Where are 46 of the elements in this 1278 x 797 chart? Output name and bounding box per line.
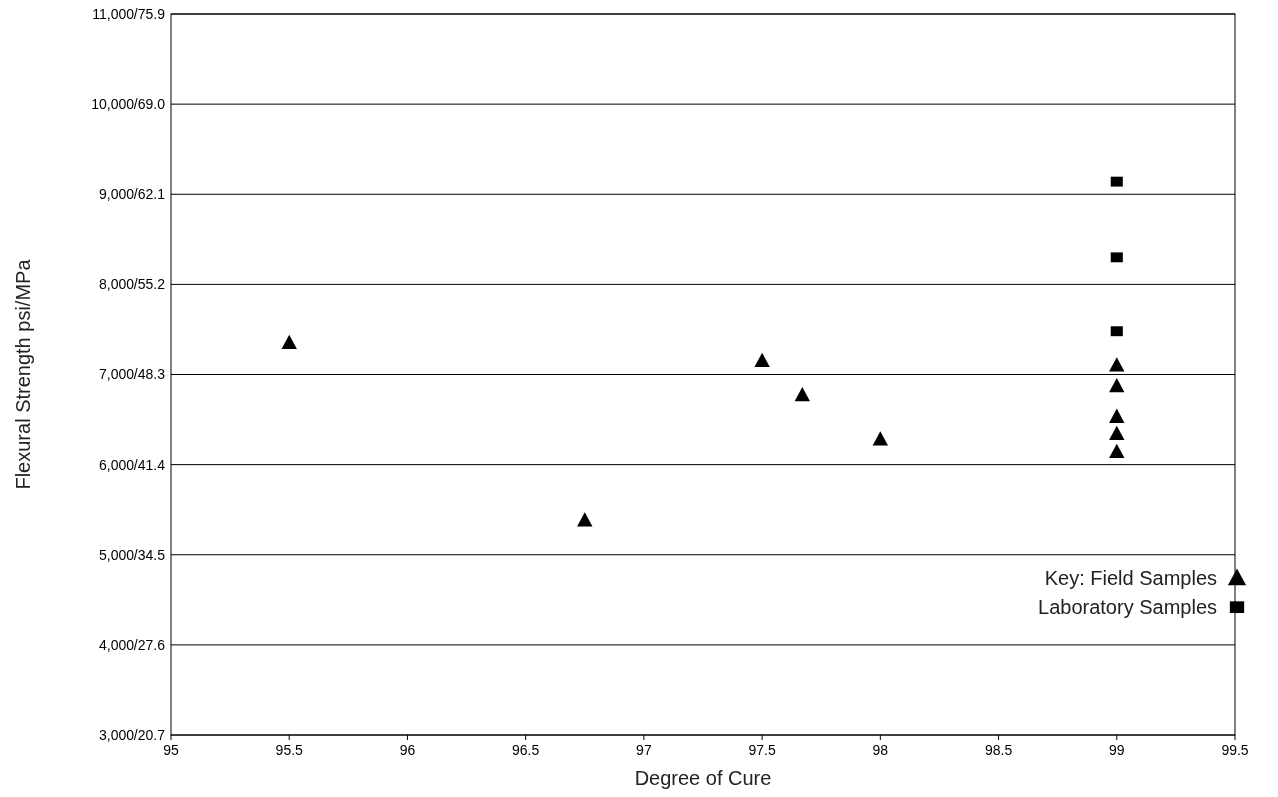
point: [1109, 357, 1125, 372]
x-tick-label: 96.5: [512, 742, 540, 758]
x-tick-label: 98.5: [984, 742, 1013, 758]
x-tick-label: 99.5: [1221, 742, 1249, 758]
y-tick-label: 9,000: [98, 186, 135, 203]
point: [1110, 176, 1123, 187]
x-tick-label: 95.5: [275, 742, 304, 758]
point: [281, 334, 297, 350]
y2-tick-label: /75.9: [133, 5, 166, 22]
point: [754, 352, 770, 368]
y-axis-title: Flexural Strength psi/MPa: [12, 258, 34, 490]
y-tick-label: 3,000: [98, 726, 135, 743]
y2-tick-label: /69.0: [133, 96, 166, 113]
point: [872, 431, 889, 446]
y2-tick-label: /34.5: [133, 546, 166, 563]
y-tick-label: 4,000: [98, 636, 135, 653]
y-tick-label: 5,000: [98, 546, 135, 563]
y-tick-label: 10,000: [91, 96, 135, 113]
legend-label: Field Samples: [1090, 567, 1217, 590]
point: [1109, 425, 1125, 441]
point: [577, 512, 593, 527]
y2-tick-label: /48.3: [133, 366, 166, 383]
x-tick-label: 97.5: [748, 742, 776, 758]
y-tick-label: 8,000: [98, 276, 135, 293]
x-axis-title: Degree of Cure: [634, 767, 772, 789]
x-tick-label: 97: [636, 742, 652, 758]
y2-tick-label: /41.4: [133, 456, 166, 473]
point: [1109, 377, 1125, 393]
y-tick-label: 11,000: [92, 5, 135, 22]
legend-title: Key:: [1044, 567, 1085, 590]
point: [1110, 252, 1123, 263]
y2-tick-label: /27.6: [133, 636, 166, 653]
x-tick-label: 98: [872, 742, 889, 758]
y2-tick-label: /20.7: [133, 726, 166, 743]
x-tick-label: 95: [163, 742, 179, 758]
y-tick-label: 7,000: [98, 366, 135, 383]
point: [1110, 326, 1123, 337]
y-tick-label: 6,000: [98, 456, 135, 473]
y2-tick-label: /55.2: [133, 276, 166, 293]
point: [1109, 408, 1125, 423]
x-tick-label: 99: [1108, 742, 1125, 758]
y2-tick-label: /62.1: [133, 186, 166, 203]
x-tick-label: 96: [399, 742, 416, 758]
legend-label: Laboratory Samples: [1038, 596, 1217, 619]
point: [1109, 443, 1125, 459]
point: [794, 386, 811, 402]
